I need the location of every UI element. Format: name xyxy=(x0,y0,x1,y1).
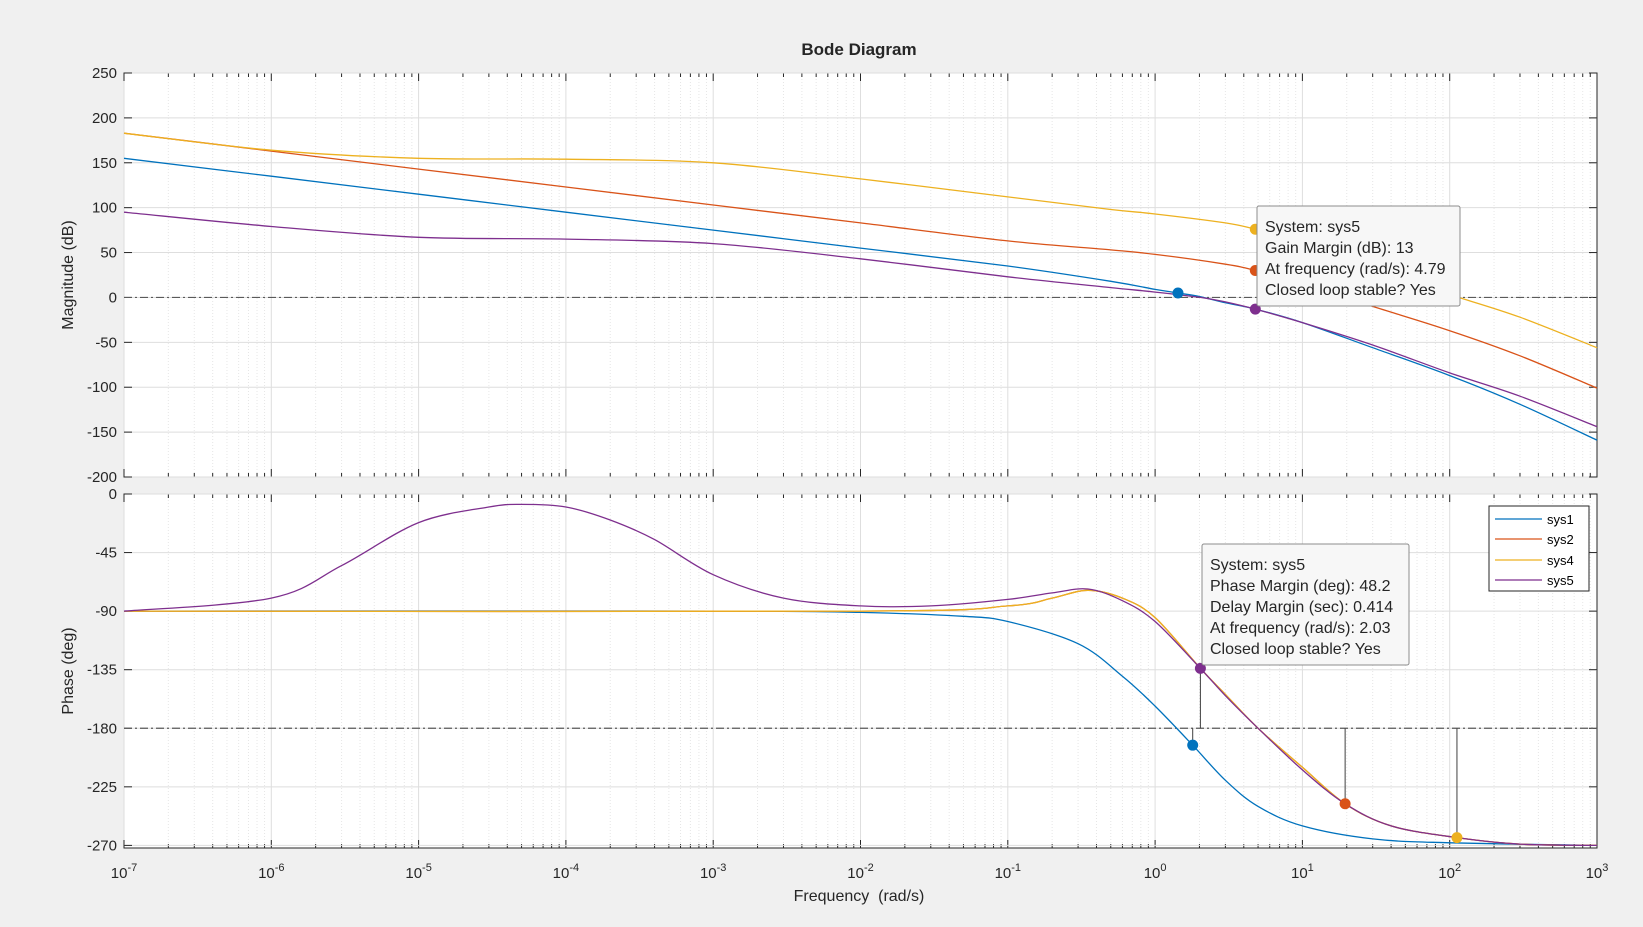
y-tick-label: 250 xyxy=(92,65,117,82)
y-tick-label: -100 xyxy=(87,379,117,396)
chart-title: Bode Diagram xyxy=(801,40,916,59)
legend[interactable]: sys1 sys2 sys4 sys5 xyxy=(1488,505,1590,592)
x-tick-label: 10-2 xyxy=(847,862,873,882)
x-tick-label: 10-4 xyxy=(553,862,579,882)
curve-sys5 xyxy=(123,503,1598,847)
x-tick-label: 10-1 xyxy=(995,862,1021,882)
magnitude-y-axis-label: Magnitude (dB) xyxy=(60,220,77,329)
margin-marker-sys5[interactable] xyxy=(1194,662,1206,674)
phase-margin-datatip[interactable]: System: sys5 Phase Margin (deg): 48.2 De… xyxy=(1201,543,1410,666)
y-tick-label: -150 xyxy=(87,424,117,441)
x-tick-label: 102 xyxy=(1438,862,1461,882)
curve-sys2 xyxy=(123,132,1598,389)
y-tick-label: 100 xyxy=(92,200,117,217)
phase-y-axis-label: Phase (deg) xyxy=(60,627,77,714)
legend-label-sys5: sys5 xyxy=(1547,573,1574,588)
phase-plot: 0 -45 -90 -135 -180 -225 -270 Phase (deg) xyxy=(60,486,1598,854)
x-tick-label: 10-5 xyxy=(405,862,431,882)
y-tick-label: -90 xyxy=(95,603,117,620)
curve-sys1 xyxy=(123,157,1598,441)
margin-marker-sys5[interactable] xyxy=(1249,303,1261,315)
datatip-line: Gain Margin (dB): 13 xyxy=(1265,240,1414,257)
gain-margin-datatip-box xyxy=(1256,205,1461,307)
frequency-tick-labels: 10-7 10-6 10-5 10-4 10-3 10-2 10-1 100 101 102 103 xyxy=(111,862,1609,882)
datatip-line: Delay Margin (sec): 0.414 xyxy=(1210,599,1393,616)
magnitude-tick-labels: 250 200 150 100 50 0 -50 -100 -150 -200 xyxy=(87,65,117,486)
y-tick-label: -225 xyxy=(87,779,117,796)
y-tick-label: 200 xyxy=(92,110,117,127)
phase-gridlines xyxy=(123,493,1597,848)
y-tick-label: 150 xyxy=(92,155,117,172)
y-tick-label: -270 xyxy=(87,837,117,854)
margin-marker-sys4[interactable] xyxy=(1451,832,1463,844)
x-tick-label: 101 xyxy=(1291,862,1314,882)
datatip-line: At frequency (rad/s): 2.03 xyxy=(1210,620,1391,637)
y-tick-label: 0 xyxy=(109,289,117,306)
datatip-line: Closed loop stable? Yes xyxy=(1265,282,1436,299)
legend-label-sys4: sys4 xyxy=(1547,553,1574,568)
curve-sys5 xyxy=(123,211,1598,428)
x-tick-label: 10-3 xyxy=(700,862,726,882)
legend-label-sys2: sys2 xyxy=(1547,532,1574,547)
y-tick-label: -135 xyxy=(87,662,117,679)
y-tick-label: -45 xyxy=(95,545,117,562)
x-tick-label: 10-6 xyxy=(258,862,284,882)
y-tick-label: -180 xyxy=(87,720,117,737)
datatip-line: Phase Margin (deg): 48.2 xyxy=(1210,578,1391,595)
phase-curves xyxy=(123,503,1598,847)
legend-box xyxy=(1488,505,1590,592)
datatip-line: At frequency (rad/s): 4.79 xyxy=(1265,261,1446,278)
x-axis-label: Frequency (rad/s) xyxy=(794,888,925,905)
margin-marker-sys1[interactable] xyxy=(1187,739,1199,751)
y-tick-label: 50 xyxy=(100,245,117,262)
legend-label-sys1: sys1 xyxy=(1547,512,1574,527)
x-tick-label: 103 xyxy=(1586,862,1609,882)
margin-marker-sys1[interactable] xyxy=(1172,287,1184,299)
y-tick-label: -200 xyxy=(87,469,117,486)
phase-margin-markers xyxy=(1187,662,1463,844)
datatip-line: Closed loop stable? Yes xyxy=(1210,641,1381,658)
margin-marker-sys2[interactable] xyxy=(1339,798,1351,810)
y-tick-label: -50 xyxy=(95,334,117,351)
phase-tick-labels: 0 -45 -90 -135 -180 -225 -270 xyxy=(87,486,117,854)
phase-margin-datatip-box xyxy=(1201,543,1410,666)
datatip-line: System: sys5 xyxy=(1265,219,1360,236)
x-tick-label: 100 xyxy=(1144,862,1167,882)
gain-margin-datatip[interactable]: System: sys5 Gain Margin (dB): 13 At fre… xyxy=(1256,205,1461,307)
x-tick-label: 10-7 xyxy=(111,862,137,882)
datatip-line: System: sys5 xyxy=(1210,557,1305,574)
y-tick-label: 0 xyxy=(109,486,117,503)
